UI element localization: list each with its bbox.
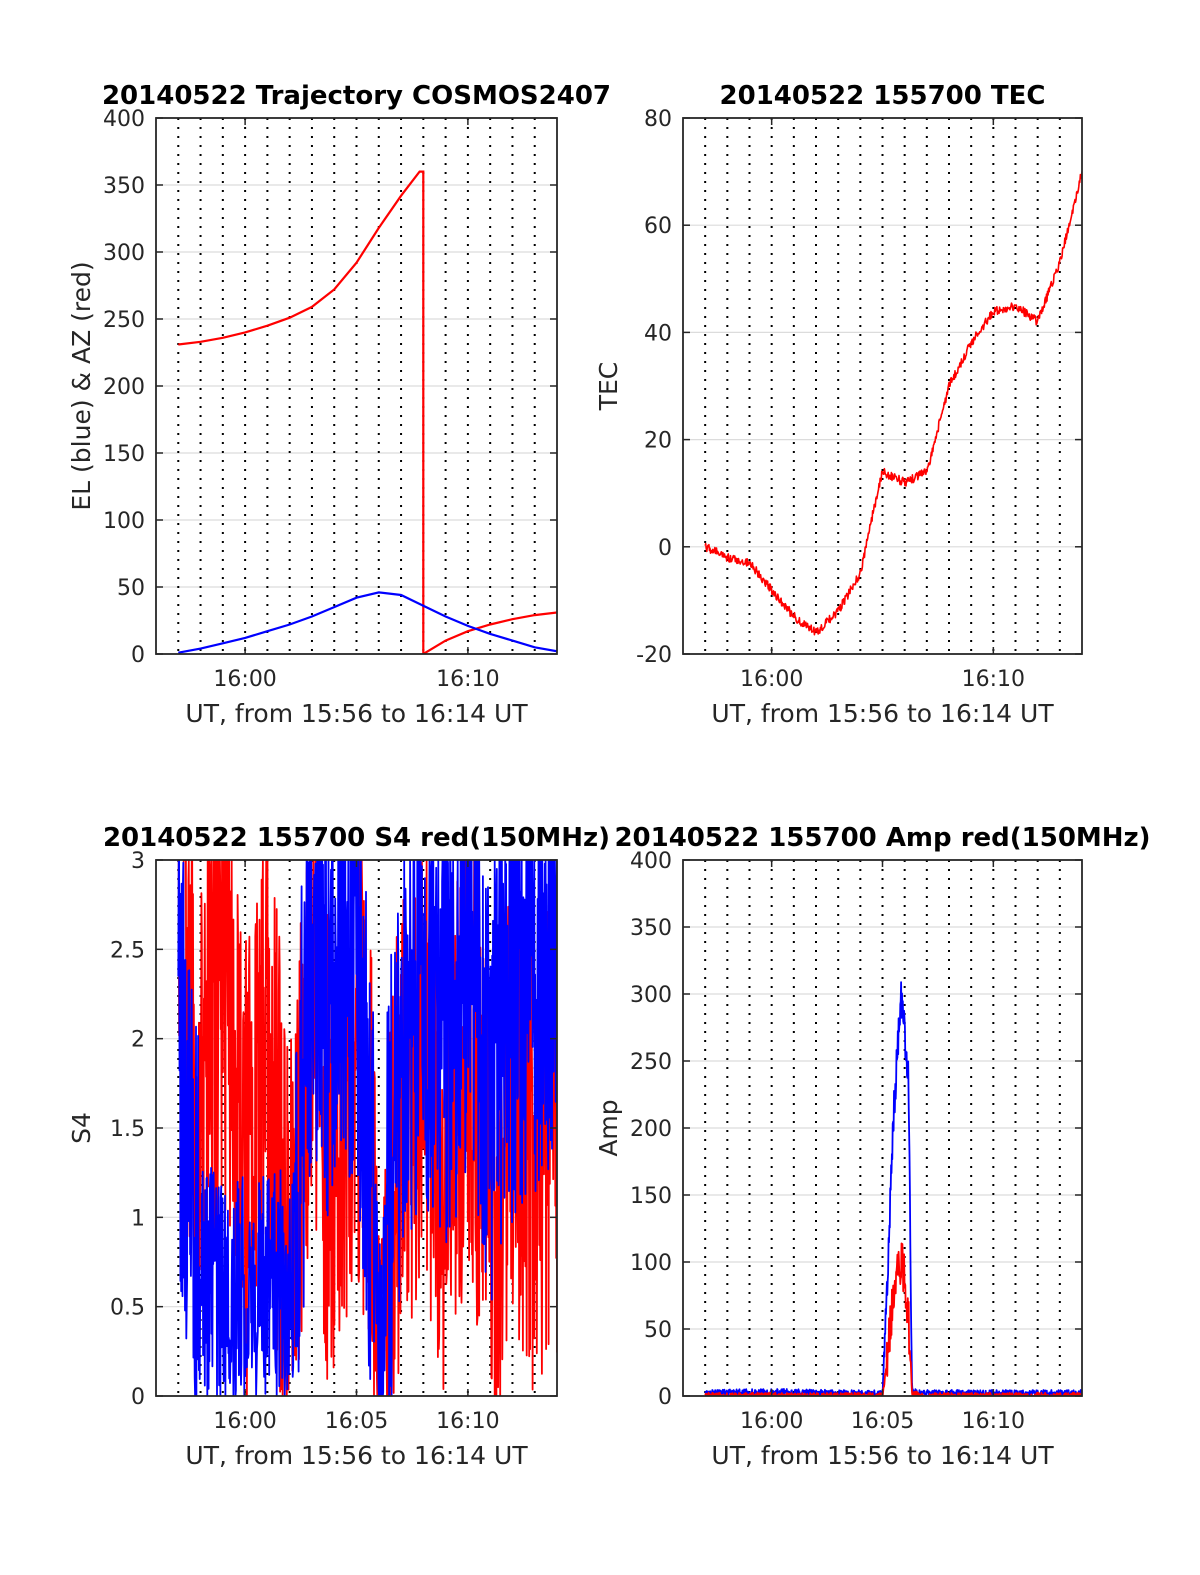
series-group: [177, 860, 557, 1396]
y-tick-label: 200: [630, 1117, 672, 1142]
y-tick-label: 350: [630, 916, 672, 941]
y-tick-label: 0: [658, 536, 672, 561]
y-tick-label: 60: [644, 214, 672, 239]
y-tick-label: 2.5: [110, 938, 145, 963]
plot-area: [683, 118, 1082, 654]
y-axis-label: S4: [67, 1112, 96, 1144]
y-tick-label: 0.5: [110, 1296, 145, 1321]
y-axis-label: TEC: [594, 362, 623, 412]
chart-panel-4: 0 50 100 150 200 250 300 350 400 16:00 16:05 16:10 2…: [594, 823, 1151, 1470]
y-tick-label: 150: [103, 442, 145, 467]
x-axis-label: UT, from 15:56 to 16:14 UT: [185, 1441, 528, 1470]
y-tick-label: 1: [131, 1206, 145, 1231]
series-line-blue: [178, 591, 557, 654]
y-tick-label: 400: [630, 849, 672, 874]
x-tick-label: 16:00: [213, 667, 276, 692]
chart-panel-2: -20 0 20 40 60 80 16:00 16:10 20140522 155700 TE…: [594, 81, 1083, 728]
y-tick-label: 100: [630, 1251, 672, 1276]
y-tick-label: 0: [131, 1385, 145, 1410]
chart-title: 20140522 155700 S4 red(150MHz): [103, 823, 610, 853]
y-tick-label: 1.5: [110, 1117, 145, 1142]
x-tick-label: 16:10: [962, 1409, 1025, 1434]
x-tick-label: 16:00: [740, 1409, 803, 1434]
x-axis-label: UT, from 15:56 to 16:14 UT: [711, 1441, 1054, 1470]
x-tick-label: 16:05: [851, 1409, 914, 1434]
axes-box: [682, 117, 1083, 655]
series-line-blue: [177, 860, 557, 1396]
chart-panel-3: 0 0.5 1 1.5 2 2.5 3 16:00 16:05 16:10 20140522 155…: [67, 823, 610, 1470]
series-group: [704, 171, 1082, 636]
y-tick-label: 200: [103, 375, 145, 400]
x-tick-label: 16:00: [740, 667, 803, 692]
y-tick-label: 50: [117, 576, 145, 601]
y-tick-label: 350: [103, 174, 145, 199]
series-line-red: [704, 1242, 1082, 1396]
y-tick-label: 250: [103, 308, 145, 333]
series-line-red: [704, 171, 1082, 636]
series-group: [704, 981, 1082, 1396]
x-tick-label: 16:10: [436, 667, 499, 692]
y-tick-label: 80: [644, 107, 672, 132]
series-group: [178, 170, 557, 654]
y-tick-label: 300: [103, 241, 145, 266]
y-tick-label: 300: [630, 983, 672, 1008]
chart-title: 20140522 155700 Amp red(150MHz): [614, 823, 1150, 853]
x-axis-label: UT, from 15:56 to 16:14 UT: [185, 699, 528, 728]
y-tick-label: 250: [630, 1050, 672, 1075]
x-tick-label: 16:05: [325, 1409, 388, 1434]
series-line-red: [178, 170, 557, 654]
x-tick-label: 16:10: [436, 1409, 499, 1434]
y-axis-label: EL (blue) & AZ (red): [67, 261, 96, 510]
y-tick-label: 50: [644, 1318, 672, 1343]
chart-title: 20140522 Trajectory COSMOS2407: [102, 81, 611, 111]
x-tick-label: 16:00: [213, 1409, 276, 1434]
y-tick-label: 40: [644, 321, 672, 346]
y-tick-label: 0: [658, 1385, 672, 1410]
y-tick-label: 400: [103, 107, 145, 132]
y-tick-label: 0: [131, 643, 145, 668]
y-tick-label: 150: [630, 1184, 672, 1209]
chart-panel-1: 0 50 100 150 200 250 300 350 400 16:00 16:10 201405…: [67, 81, 611, 728]
chart-title: 20140522 155700 TEC: [720, 81, 1046, 111]
x-tick-label: 16:10: [962, 667, 1025, 692]
y-tick-label: 3: [131, 849, 145, 874]
y-tick-label: 2: [131, 1028, 145, 1053]
y-tick-label: -20: [636, 643, 672, 668]
y-tick-label: 100: [103, 509, 145, 534]
y-axis-label: Amp: [594, 1099, 623, 1156]
y-tick-label: 20: [644, 429, 672, 454]
x-axis-label: UT, from 15:56 to 16:14 UT: [711, 699, 1054, 728]
